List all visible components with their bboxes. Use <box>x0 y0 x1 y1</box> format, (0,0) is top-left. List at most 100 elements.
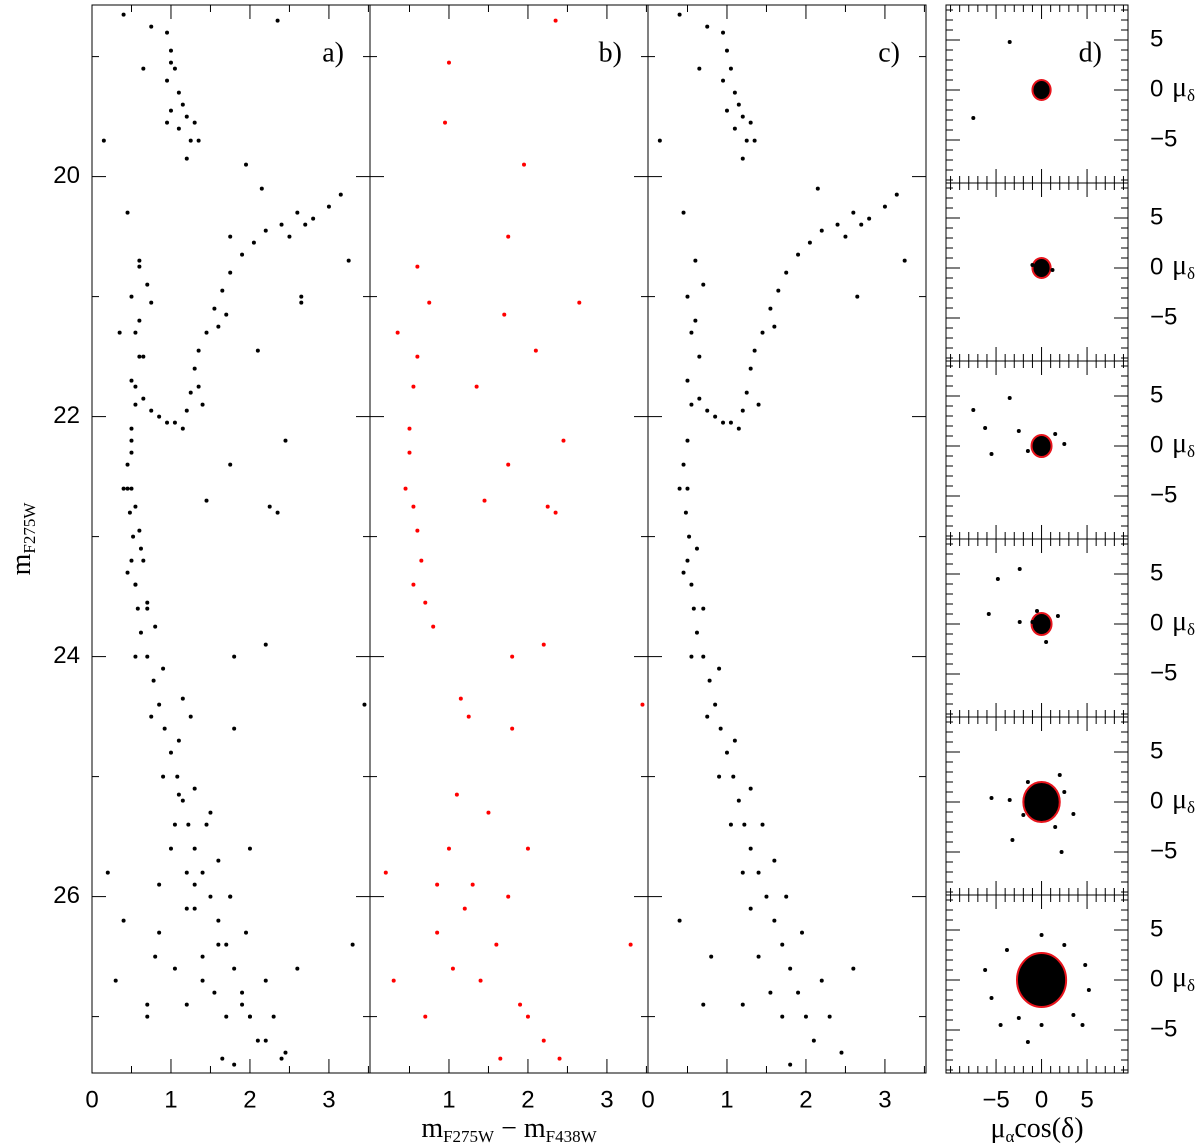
data-point <box>1059 850 1064 854</box>
data-point <box>776 288 781 293</box>
data-point <box>800 930 805 935</box>
data-point <box>145 600 150 605</box>
data-point <box>149 408 154 413</box>
data-point <box>212 990 217 995</box>
data-point <box>232 1062 237 1067</box>
data-point <box>1053 825 1058 829</box>
data-point <box>462 906 467 911</box>
data-point <box>129 378 134 383</box>
data-point <box>326 204 331 209</box>
y-axis-label-part: m <box>6 553 37 575</box>
data-point <box>295 210 300 215</box>
data-point <box>279 222 284 227</box>
data-point <box>731 774 736 779</box>
data-point <box>204 498 209 503</box>
data-point <box>188 714 193 719</box>
data-point <box>204 822 209 827</box>
data-point <box>713 702 718 707</box>
data-point <box>1053 963 1058 967</box>
y-tick-label: 5 <box>1150 915 1163 942</box>
panel-frame <box>91 4 371 1074</box>
data-point <box>494 942 499 947</box>
data-point <box>681 210 686 215</box>
x-tick-label: 3 <box>878 1086 891 1113</box>
x-tick-label: 0 <box>1035 1086 1048 1113</box>
data-point <box>691 606 696 611</box>
data-point <box>1039 622 1044 626</box>
y-tick-label: 22 <box>53 402 80 429</box>
data-point <box>454 792 459 797</box>
y-axis-label-part: μ <box>1172 428 1187 459</box>
data-point <box>1030 263 1035 267</box>
data-point <box>1030 620 1035 624</box>
data-point <box>180 798 185 803</box>
data-point <box>125 462 130 467</box>
data-point <box>458 696 463 701</box>
data-point <box>153 954 158 959</box>
data-point <box>989 996 994 1000</box>
data-point <box>1007 798 1012 802</box>
x-tick-label: 1 <box>442 1086 455 1113</box>
data-point <box>200 870 205 875</box>
data-point <box>129 450 134 455</box>
data-point <box>506 234 511 239</box>
data-point <box>701 606 706 611</box>
data-point <box>346 258 351 263</box>
data-point <box>827 1014 832 1019</box>
data-point <box>431 624 436 629</box>
data-point <box>228 894 233 899</box>
data-point <box>423 1014 428 1019</box>
data-point <box>232 726 237 731</box>
data-point <box>188 390 193 395</box>
data-point <box>224 312 229 317</box>
panel-label: b) <box>599 37 622 68</box>
data-point <box>283 438 288 443</box>
y-axis-label: μδ <box>1172 250 1195 282</box>
y-axis-label-subscript: δ <box>1187 798 1195 817</box>
data-point <box>724 48 729 53</box>
y-tick-label: 0 <box>1150 75 1163 102</box>
data-point <box>855 294 860 299</box>
panel-label: a) <box>322 37 344 68</box>
data-point <box>701 1002 706 1007</box>
data-point <box>411 504 416 509</box>
data-point <box>677 918 682 923</box>
data-point <box>184 906 189 911</box>
data-point <box>1039 800 1044 804</box>
data-point <box>362 702 367 707</box>
data-point <box>717 666 722 671</box>
data-point <box>707 678 712 683</box>
data-point <box>788 1062 793 1067</box>
data-point <box>1025 993 1030 997</box>
y-tick-label: 5 <box>1150 737 1163 764</box>
data-point <box>232 654 237 659</box>
data-point <box>717 774 722 779</box>
data-point <box>835 222 840 227</box>
data-point <box>1030 810 1035 814</box>
x-axis-label-subscript: F275W <box>443 1127 495 1146</box>
x-axis-label-part: m <box>421 1113 443 1144</box>
data-point <box>133 654 138 659</box>
data-point <box>721 30 726 35</box>
y-axis-label-subscript: δ <box>1187 620 1195 639</box>
data-point <box>744 138 749 143</box>
data-point <box>705 408 710 413</box>
data-point <box>736 798 741 803</box>
x-tick-label: 2 <box>243 1086 256 1113</box>
data-point <box>545 504 550 509</box>
data-point <box>141 66 146 71</box>
data-point <box>251 240 256 245</box>
data-point <box>902 258 907 263</box>
data-point <box>138 630 143 635</box>
x-tick-label: 3 <box>600 1086 613 1113</box>
data-point <box>259 186 264 191</box>
data-point <box>721 420 726 425</box>
y-tick-label: −5 <box>1150 303 1177 330</box>
data-point <box>752 348 757 353</box>
data-point <box>721 78 726 83</box>
data-point <box>681 462 686 467</box>
data-point <box>482 498 487 503</box>
data-point <box>811 1038 816 1043</box>
data-point <box>153 624 158 629</box>
y-tick-label: 24 <box>53 642 80 669</box>
